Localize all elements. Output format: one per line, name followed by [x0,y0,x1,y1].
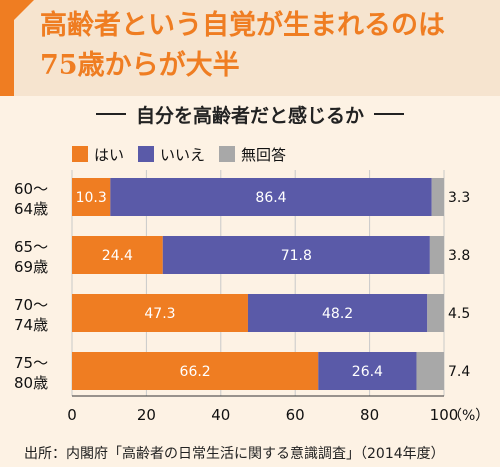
x-tick-label-20: 20 [137,406,156,424]
category-label-2-line-2: 74歳 [14,316,48,334]
legend-item-no-answer: 無回答 [219,144,286,165]
subtitle-left-dash [95,113,126,115]
banner-accent-bar [0,0,14,96]
data-label-1-1: 71.8 [281,248,312,264]
source-note: 出所：内閣府「高齢者の日常生活に関する意識調査」（2014年度） [24,446,445,462]
data-label-2-2: 4.5 [448,306,470,322]
bar-2-3 [416,352,444,390]
x-tick-label-40: 40 [211,406,230,424]
category-label-0-line-2: 64歳 [14,200,48,218]
page-title: 高齢者という自覚が生まれるのは 75歳からが大半 [40,6,490,86]
bar-0-2 [72,294,248,332]
subtitle-right-dash [374,113,404,115]
data-label-2-3: 7.4 [448,364,470,380]
page-title-line-1: 高齢者という自覚が生まれるのは [40,10,445,41]
data-label-0-1: 24.4 [102,248,133,264]
bar-2-1 [429,236,444,274]
x-axis-unit: （%） [448,408,489,424]
category-label-1-line-2: 69歳 [14,258,48,276]
chart-subtitle: 自分を高齢者だと感じるか [135,104,364,127]
bar-1-1 [162,236,430,274]
bar-1-0 [110,178,432,216]
category-label-3-line-2: 80歳 [14,374,48,392]
bar-2-2 [427,294,444,332]
data-label-1-0: 86.4 [255,190,286,206]
data-label-1-2: 48.2 [322,306,353,322]
category-label-1-line-1: 65〜 [14,238,48,256]
legend-item-no: いいえ [138,144,205,165]
x-tick-label-0: 0 [67,406,77,424]
legend-label-no: いいえ [160,145,206,164]
title-banner: 高齢者という自覚が生まれるのは 75歳からが大半 [0,0,500,96]
data-label-2-0: 3.3 [448,190,470,206]
legend-swatch-yes [72,146,88,162]
data-label-0-2: 47.3 [144,306,175,322]
bar-0-0 [72,178,111,216]
data-label-2-1: 3.8 [448,248,470,264]
x-tick-label-100: 100 [430,406,459,424]
bar-1-2 [247,294,428,332]
x-tick-label-60: 60 [286,406,305,424]
category-label-2-line-1: 70〜 [14,296,48,314]
data-label-0-0: 10.3 [76,190,107,206]
bar-1-3 [318,352,417,390]
category-label-3-line-1: 75〜 [14,354,48,372]
bar-0-3 [72,352,319,390]
chart-subtitle-row: 自分を高齢者だと感じるか [0,99,500,129]
bar-2-0 [431,178,444,216]
legend-swatch-no [138,146,155,162]
legend-item-yes: はい [72,144,124,165]
page-title-line-2: 75歳からが大半 [40,50,240,81]
x-tick-label-80: 80 [360,406,379,424]
legend-label-yes: はい [94,145,125,164]
legend-swatch-no-answer [219,146,236,162]
bar-0-1 [72,236,163,274]
data-label-0-3: 66.2 [180,364,211,380]
legend-label-no-answer: 無回答 [241,145,287,164]
category-label-0-line-1: 60〜 [14,180,48,198]
legend: はい いいえ 無回答 [72,144,300,165]
banner-corner [14,0,34,20]
data-label-1-3: 26.4 [352,364,383,380]
